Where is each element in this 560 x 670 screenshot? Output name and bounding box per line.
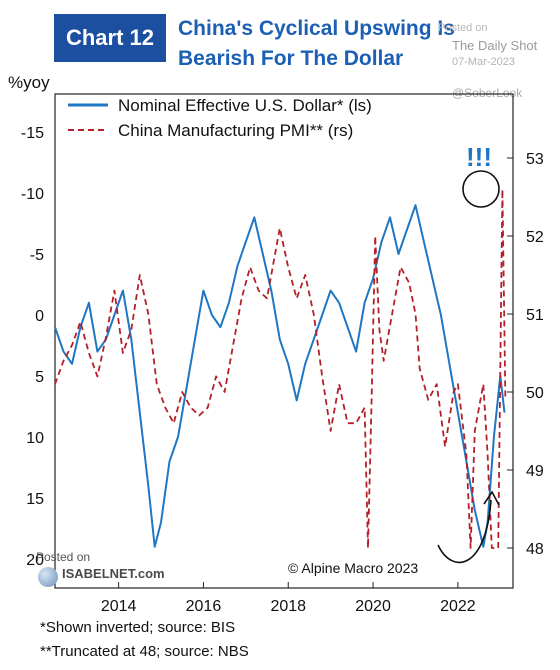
right-tick-label: 48	[526, 541, 544, 558]
watermark-site: ISABELNET.com	[62, 566, 165, 581]
right-tick-label: 52	[526, 229, 544, 246]
left-axis-unit: %yoy	[8, 73, 50, 92]
series-layer	[54, 188, 507, 549]
left-tick-label: -5	[30, 247, 44, 264]
series-line-usd	[54, 204, 506, 548]
x-axis-ticks: 2014 2016 2018 2020 2022	[101, 582, 476, 615]
exclamation-annotation: !!!	[466, 142, 492, 172]
legend-pmi-label: China Manufacturing PMI** (rs)	[118, 121, 353, 140]
left-axis-ticks: -15 -10 -5 0 5 10 15 20	[21, 125, 44, 569]
source-site: The Daily Shot	[452, 38, 538, 53]
post-date: 07-Mar-2023	[452, 56, 515, 68]
x-tick-label: 2020	[355, 598, 391, 615]
left-tick-label: 10	[26, 430, 44, 447]
left-tick-label: -10	[21, 186, 44, 203]
plot-frame	[54, 93, 514, 589]
posted-on-label: Posted on	[438, 22, 488, 34]
x-tick-label: 2022	[440, 598, 476, 615]
x-tick-label: 2018	[270, 598, 306, 615]
left-tick-label: 0	[35, 308, 44, 325]
globe-icon	[38, 567, 58, 587]
footnotes: *Shown inverted; source: BIS **Truncated…	[40, 616, 249, 664]
chart-header: Chart 12 China's Cyclical Upswing Is Bea…	[0, 0, 560, 100]
legend-usd-label: Nominal Effective U.S. Dollar* (ls)	[118, 96, 372, 115]
right-axis-ticks: 48 49 50 51 52 53	[507, 151, 544, 558]
right-tick-label: 53	[526, 151, 544, 168]
chart-number-badge: Chart 12	[54, 14, 166, 62]
legend: Nominal Effective U.S. Dollar* (ls) Chin…	[68, 96, 372, 140]
twitter-handle: @SoberLook	[452, 86, 523, 100]
series-line-pmi	[54, 188, 507, 549]
highlight-circle	[462, 170, 500, 208]
watermark-posted: Posted on	[36, 550, 91, 564]
left-tick-label: 20	[26, 552, 44, 569]
left-tick-label: 5	[35, 369, 44, 386]
left-tick-label: 15	[26, 491, 44, 508]
right-tick-label: 49	[526, 463, 544, 480]
upswing-arrow	[437, 499, 492, 564]
chart-title-line2: Bearish For The Dollar	[178, 47, 404, 70]
copyright-label: © Alpine Macro 2023	[288, 560, 418, 576]
left-tick-label: -15	[21, 125, 44, 142]
x-tick-label: 2014	[101, 598, 137, 615]
footnote-2: **Truncated at 48; source: NBS	[40, 643, 249, 660]
footnote-1: *Shown inverted; source: BIS	[40, 619, 236, 636]
right-tick-label: 51	[526, 307, 544, 324]
arrow-head	[483, 490, 500, 506]
chart-title-line1: China's Cyclical Upswing Is	[178, 17, 455, 40]
x-tick-label: 2016	[186, 598, 222, 615]
chart-title: China's Cyclical Upswing Is Bearish For …	[178, 14, 458, 74]
right-tick-label: 50	[526, 385, 544, 402]
